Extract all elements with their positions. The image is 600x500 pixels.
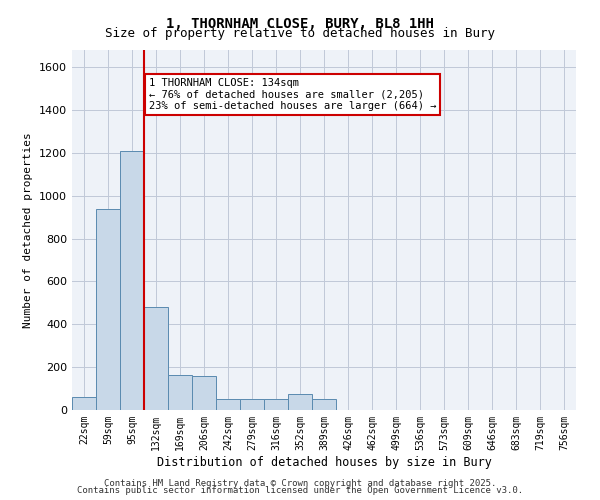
- Bar: [144, 307, 168, 410]
- Bar: [96, 208, 120, 410]
- Y-axis label: Number of detached properties: Number of detached properties: [23, 132, 34, 328]
- Bar: [72, 397, 96, 410]
- Text: Size of property relative to detached houses in Bury: Size of property relative to detached ho…: [105, 28, 495, 40]
- Bar: [192, 376, 216, 410]
- X-axis label: Distribution of detached houses by size in Bury: Distribution of detached houses by size …: [157, 456, 491, 468]
- Bar: [216, 400, 240, 410]
- Text: Contains public sector information licensed under the Open Government Licence v3: Contains public sector information licen…: [77, 486, 523, 495]
- Bar: [240, 400, 264, 410]
- Bar: [264, 400, 288, 410]
- Bar: [312, 400, 336, 410]
- Bar: [168, 374, 192, 410]
- Text: Contains HM Land Registry data © Crown copyright and database right 2025.: Contains HM Land Registry data © Crown c…: [104, 478, 496, 488]
- Text: 1, THORNHAM CLOSE, BURY, BL8 1HH: 1, THORNHAM CLOSE, BURY, BL8 1HH: [166, 18, 434, 32]
- Bar: [120, 150, 144, 410]
- Text: 1 THORNHAM CLOSE: 134sqm
← 76% of detached houses are smaller (2,205)
23% of sem: 1 THORNHAM CLOSE: 134sqm ← 76% of detach…: [149, 78, 436, 111]
- Bar: [288, 394, 312, 410]
